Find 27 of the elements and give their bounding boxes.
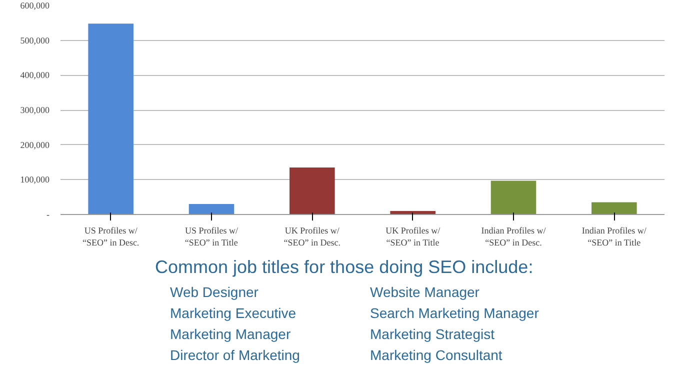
y-tick-label: 500,000 (20, 35, 50, 46)
x-tick-label: UK Profiles w/ “SEO” in Title (386, 226, 441, 248)
y-tick-label: 300,000 (20, 105, 50, 115)
x-tick-label: Indian Profiles w/ “SEO” in Title (582, 226, 647, 248)
bar (290, 167, 335, 214)
x-tick-label: US Profiles w/ “SEO” in Title (184, 226, 238, 248)
y-tick-label: 400,000 (20, 70, 50, 80)
text: Marketing Executive (170, 304, 298, 323)
y-tick-label: 600,000 (20, 0, 50, 10)
bar (88, 24, 134, 214)
text: Search Marketing Manager (370, 304, 539, 323)
y-tick-label: 200,000 (20, 140, 50, 150)
text: Marketing Manager (170, 324, 292, 344)
text: Website Manager (370, 282, 480, 302)
text: Marketing Strategist (370, 324, 496, 344)
text: Marketing Consultant (370, 346, 504, 365)
text: Common job titles for those doing SEO include: (155, 256, 534, 279)
text: Web Designer (170, 282, 260, 302)
x-tick-label: US Profiles w/ “SEO” in Desc. (82, 226, 140, 248)
bar (188, 204, 234, 214)
bar (490, 180, 536, 214)
x-tick-label: UK Profiles w/ “SEO” in Desc. (284, 226, 341, 248)
bar (592, 202, 637, 214)
y-tick-label: - (46, 210, 50, 220)
x-tick-label: Indian Profiles w/ “SEO” in Desc. (481, 226, 546, 248)
text: Director of Marketing (170, 346, 301, 365)
y-tick-label: 100,000 (20, 174, 50, 185)
